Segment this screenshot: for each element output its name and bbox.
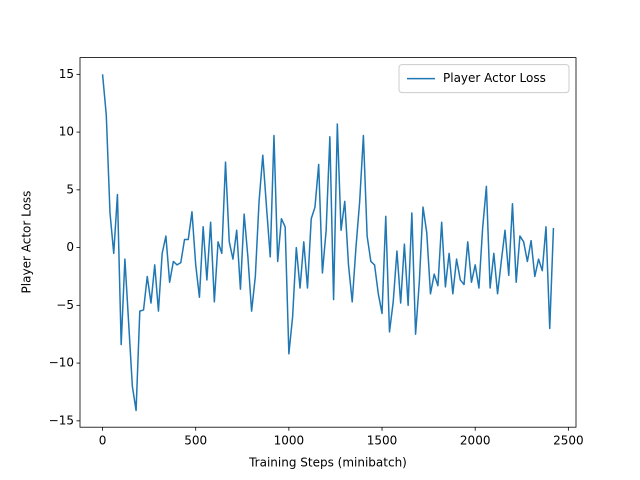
y-tick-label: 15 bbox=[59, 67, 74, 81]
y-tick-label: 0 bbox=[66, 240, 74, 254]
plot-frame bbox=[79, 57, 577, 428]
y-tick-label: −5 bbox=[56, 298, 74, 312]
y-tick-label: −15 bbox=[49, 413, 74, 427]
x-tick-label: 0 bbox=[99, 434, 107, 448]
y-tick-label: 10 bbox=[59, 125, 74, 139]
x-tick-label: 1500 bbox=[367, 434, 398, 448]
x-tick-label: 2000 bbox=[460, 434, 491, 448]
legend-box bbox=[398, 64, 570, 94]
x-axis-label: Training Steps (minibatch) bbox=[248, 456, 407, 470]
legend-label: Player Actor Loss bbox=[443, 71, 546, 85]
y-tick-label: −10 bbox=[49, 356, 74, 370]
legend: Player Actor Loss bbox=[398, 64, 570, 94]
x-tick-label: 500 bbox=[184, 434, 207, 448]
x-tick-label: 1000 bbox=[274, 434, 305, 448]
y-tick-label: 5 bbox=[66, 182, 74, 196]
data-line bbox=[101, 74, 555, 412]
y-axis-label: Player Actor Loss bbox=[20, 191, 34, 294]
x-tick-label: 2500 bbox=[553, 434, 584, 448]
